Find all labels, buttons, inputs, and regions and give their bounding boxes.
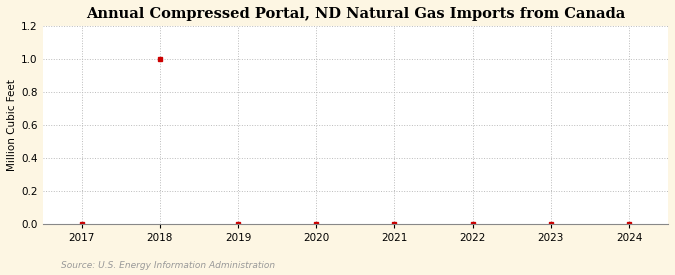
Title: Annual Compressed Portal, ND Natural Gas Imports from Canada: Annual Compressed Portal, ND Natural Gas…: [86, 7, 625, 21]
Text: Source: U.S. Energy Information Administration: Source: U.S. Energy Information Administ…: [61, 260, 275, 270]
Y-axis label: Million Cubic Feet: Million Cubic Feet: [7, 79, 17, 171]
